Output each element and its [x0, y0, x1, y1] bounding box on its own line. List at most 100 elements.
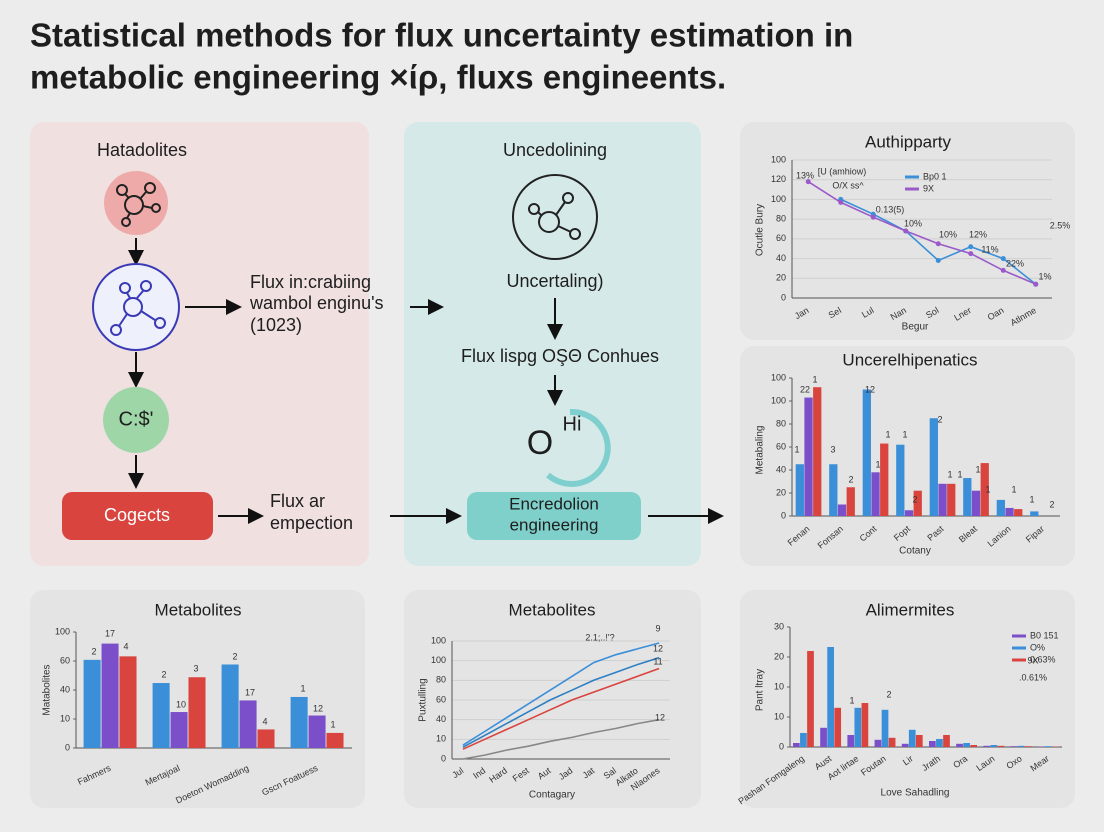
annotation: 12	[655, 712, 665, 722]
bar	[915, 735, 923, 747]
annotation: 17	[105, 628, 115, 638]
line	[462, 718, 660, 760]
y-tick-label: 0	[781, 292, 786, 302]
bar	[963, 743, 970, 747]
bar	[997, 745, 1005, 747]
bar	[983, 745, 991, 747]
point	[870, 214, 876, 220]
y-tick-label: 100	[771, 194, 786, 204]
molecule-node	[104, 171, 168, 235]
bar	[170, 712, 188, 748]
annotation: 4	[262, 716, 267, 726]
annotation: 12	[653, 643, 663, 653]
annotation: 17	[245, 687, 255, 697]
bar	[874, 739, 882, 747]
bar	[1005, 507, 1014, 516]
chart-title: Uncerelhipenatics	[842, 350, 977, 369]
annotation: 11%	[981, 244, 998, 254]
bar	[119, 656, 137, 748]
bar	[938, 483, 947, 516]
annotation: 1	[849, 695, 854, 705]
bar	[326, 732, 344, 748]
bar	[188, 677, 206, 748]
y-tick-label: 40	[776, 253, 786, 263]
panel	[740, 590, 1075, 808]
bar	[943, 735, 950, 747]
bar	[804, 397, 813, 516]
point	[1033, 281, 1039, 287]
bar	[152, 683, 170, 748]
bar	[947, 483, 956, 516]
annotation: 2.5%	[1050, 220, 1071, 230]
y-tick-label: 0	[441, 753, 446, 763]
bar	[239, 700, 257, 748]
x-axis-label: Cotany	[899, 546, 931, 557]
annotation: 1%	[1038, 271, 1051, 281]
annotation: 2	[937, 414, 942, 424]
bar	[963, 478, 972, 516]
annotation: 2.1;..!'?	[585, 632, 614, 642]
y-tick-label: 20	[776, 273, 786, 283]
y-axis-label: Ocutle Bury	[755, 204, 766, 256]
legend-label: 0.63%	[1030, 654, 1056, 664]
y-axis-label: Pant ltray	[755, 669, 766, 711]
bar	[854, 707, 862, 747]
bar	[847, 735, 855, 747]
bar	[1010, 746, 1018, 747]
annotation: 1	[794, 444, 799, 454]
legend-label: O%	[1030, 642, 1045, 652]
y-tick-label: 10	[436, 734, 446, 744]
molecule-node	[512, 174, 598, 260]
bar	[980, 463, 989, 516]
box-label: Encredolion	[509, 494, 599, 513]
bar	[1030, 511, 1039, 516]
y-axis-label: Puxtulling	[418, 678, 429, 721]
y-tick-label: 30	[774, 621, 784, 631]
y-tick-label: 10	[60, 713, 70, 723]
box-label: engineering	[510, 515, 599, 534]
flow-label: wambol enginu's	[249, 293, 384, 313]
line	[462, 667, 660, 750]
y-tick-label: 10	[774, 711, 784, 721]
annotation: 1	[957, 469, 962, 479]
annotation: 22%	[1006, 258, 1024, 268]
annotation: 4	[123, 641, 128, 651]
bar	[880, 443, 889, 516]
y-tick-label: 100	[771, 395, 786, 405]
flow-label: Flux ar	[270, 491, 325, 511]
annotation: 1	[812, 374, 817, 384]
bar	[913, 490, 922, 516]
point	[968, 244, 974, 250]
bar	[829, 464, 838, 516]
bar	[888, 737, 896, 747]
annotation: 1	[1011, 484, 1016, 494]
node	[103, 387, 169, 453]
annotation: 1	[985, 484, 990, 494]
bar	[795, 464, 804, 516]
annotation: 1	[947, 469, 952, 479]
bar	[290, 696, 308, 748]
box-label: Cogects	[104, 505, 170, 525]
legend-label: Bp0 1	[923, 171, 947, 181]
panel	[404, 122, 701, 566]
point	[1000, 256, 1006, 262]
bar	[896, 444, 905, 516]
annotation: 9X	[1027, 655, 1038, 665]
bar	[904, 510, 914, 516]
x-axis-label: Contagary	[529, 790, 575, 801]
y-tick-label: 100	[431, 635, 446, 645]
bar	[827, 647, 834, 747]
annotation: 0.13(5)	[876, 204, 905, 214]
bar	[792, 743, 800, 747]
line	[462, 642, 660, 746]
annotation: 12	[865, 384, 875, 394]
annotation: 1	[300, 683, 305, 693]
point	[805, 179, 811, 185]
annotation: 2	[848, 474, 853, 484]
y-tick-label: 40	[776, 464, 786, 474]
bar	[1044, 746, 1052, 747]
panel	[30, 122, 369, 566]
point	[1000, 267, 1006, 273]
y-tick-label: 80	[436, 675, 446, 685]
